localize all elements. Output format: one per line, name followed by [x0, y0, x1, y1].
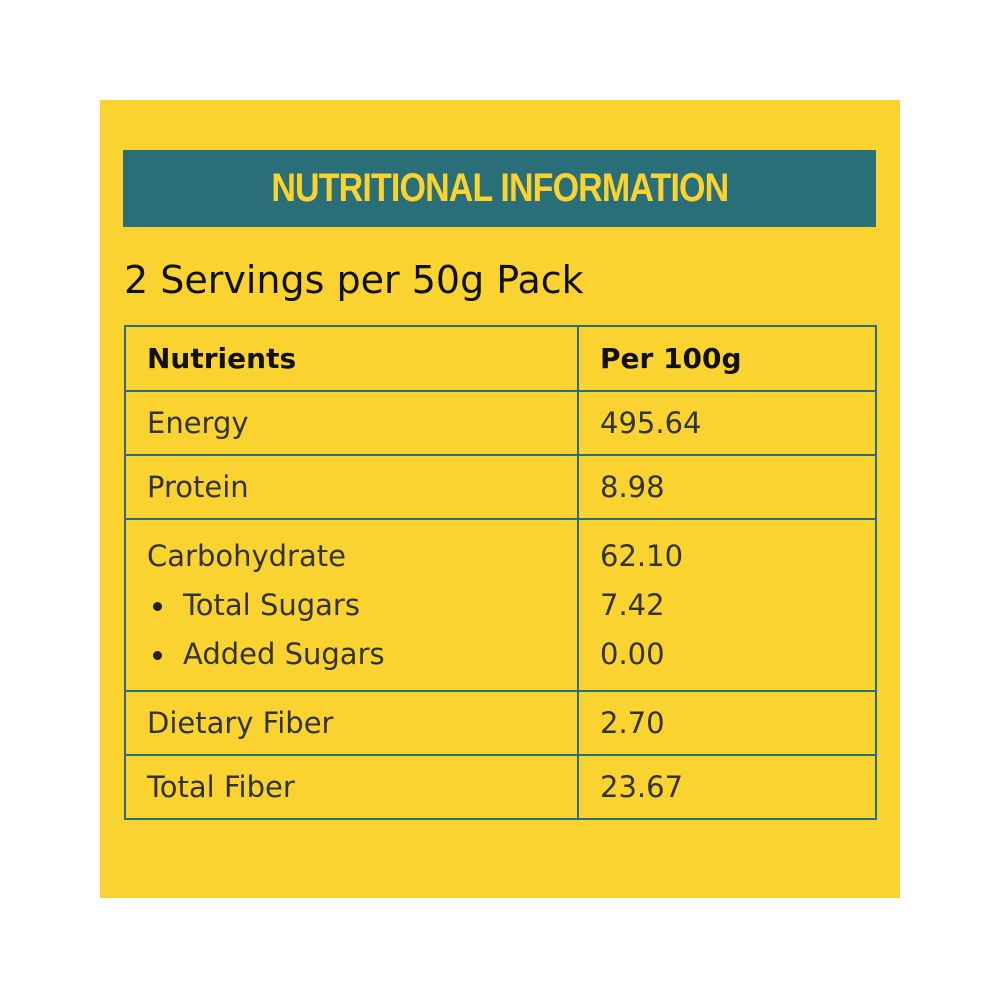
nutrient-cell: Dietary Fiber [124, 690, 579, 756]
value-cell: 2.70 [577, 690, 877, 756]
nutrient: Carbohydrate [147, 538, 346, 573]
value-cell: 8.98 [577, 454, 877, 520]
nutrient-cell: Energy [124, 390, 579, 456]
table-row: Total Fiber 23.67 [124, 754, 877, 820]
sub-value: 0.00 [600, 636, 665, 671]
sub-nutrient: Added Sugars [147, 630, 577, 679]
table-row: Carbohydrate Total Sugars Added Sugars 62.1… [124, 518, 877, 692]
nutrient-cell: Total Fiber [124, 754, 579, 820]
nutrition-table: Nutrients Per 100g Energy 495.64 Protein 8.… [124, 325, 877, 820]
title-banner: NUTRITIONAL INFORMATION [123, 150, 876, 227]
value-cell: 62.10 7.42 0.00 [577, 518, 877, 692]
nutrition-card: NUTRITIONAL INFORMATION 2 Servings per 5… [100, 100, 900, 898]
value-cell: 23.67 [577, 754, 877, 820]
table-row: Energy 495.64 [124, 390, 877, 456]
sub-value: 7.42 [600, 587, 665, 622]
sub-nutrient: Total Sugars [147, 581, 577, 630]
value-cell: 495.64 [577, 390, 877, 456]
nutrient-cell: Carbohydrate Total Sugars Added Sugars [124, 518, 579, 692]
subtitle: 2 Servings per 50g Pack [124, 258, 584, 302]
column-header: Per 100g [577, 325, 877, 392]
nutrient-cell: Protein [124, 454, 579, 520]
column-header: Nutrients [124, 325, 579, 392]
table-row: Dietary Fiber 2.70 [124, 690, 877, 756]
title: NUTRITIONAL INFORMATION [270, 166, 729, 210]
table-row: Protein 8.98 [124, 454, 877, 520]
header-row: Nutrients Per 100g [124, 325, 877, 392]
value: 62.10 [600, 538, 684, 573]
